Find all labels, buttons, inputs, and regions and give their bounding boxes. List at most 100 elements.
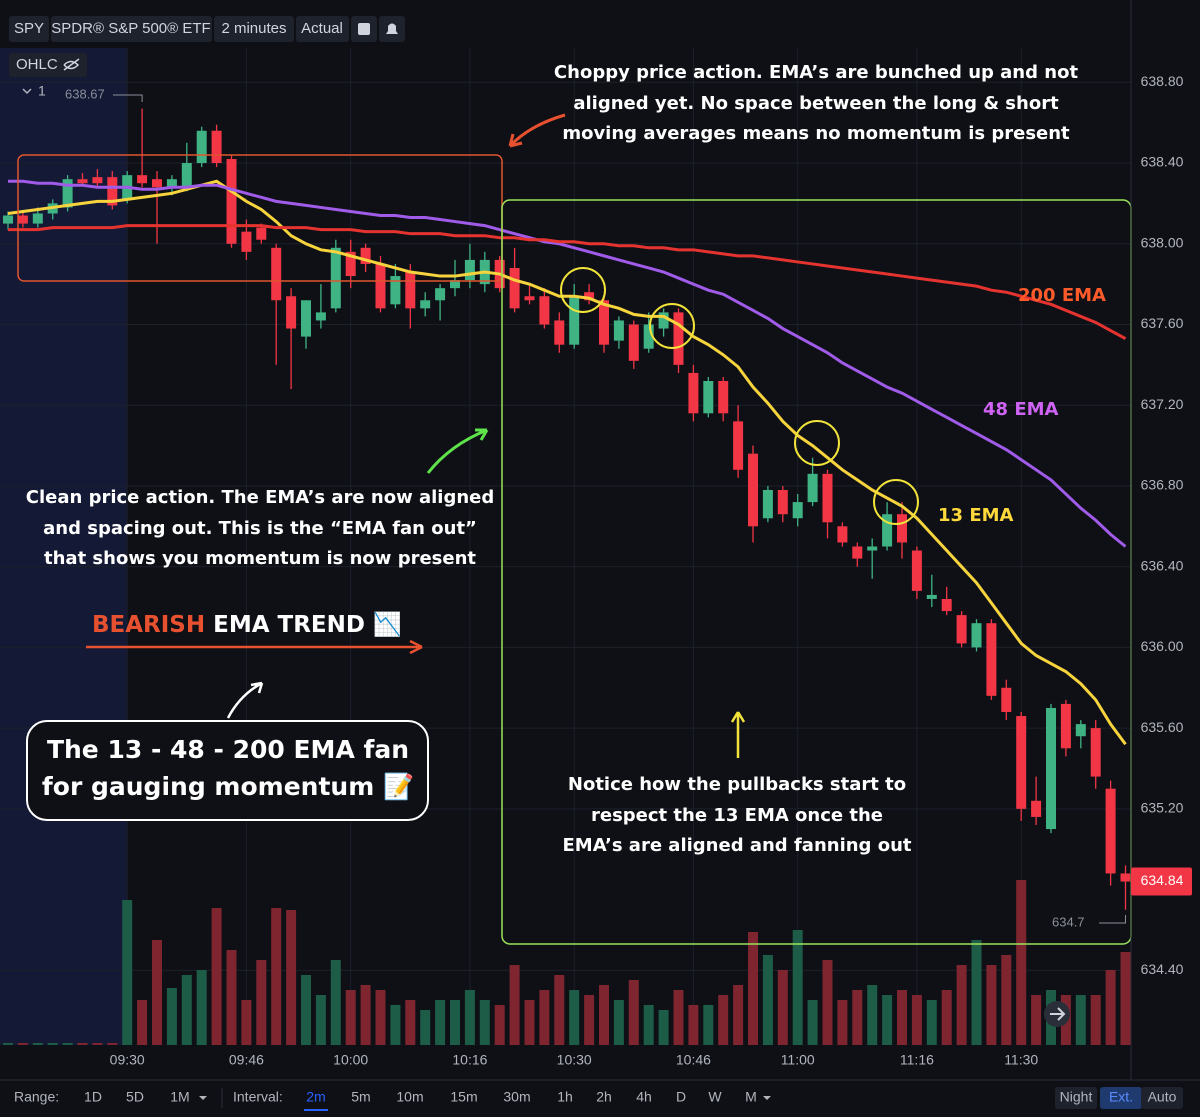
volume-bar <box>390 1005 401 1045</box>
volume-bar <box>494 1005 505 1045</box>
interval-button[interactable]: 4h <box>636 1089 652 1105</box>
candle-body <box>703 381 714 414</box>
volume-bar <box>345 990 356 1045</box>
volume-bar <box>926 1000 937 1045</box>
y-tick-label: 638.40 <box>1141 154 1184 170</box>
x-tick-label: 09:30 <box>110 1052 145 1068</box>
candle-body <box>315 312 326 321</box>
study-count: 1 <box>38 83 46 99</box>
mode[interactable]: Actual <box>301 20 343 37</box>
candle-body <box>1046 707 1056 830</box>
range-button[interactable]: 5D <box>126 1089 144 1105</box>
volume-bar <box>122 900 133 1045</box>
volume-bar <box>47 1043 58 1045</box>
y-tick-label: 638.00 <box>1141 234 1184 250</box>
volume-bar <box>420 1010 431 1045</box>
candle-body <box>643 324 654 349</box>
ema-line <box>8 179 1127 548</box>
volume-bar <box>1090 995 1101 1045</box>
volume-bar <box>152 940 162 1045</box>
candle-body <box>718 381 729 414</box>
y-tick-label: 637.60 <box>1141 315 1184 331</box>
symbol-button[interactable] <box>9 16 49 42</box>
choppy-arrow <box>508 113 566 148</box>
volume-bar <box>941 990 952 1045</box>
annotation-clean: that shows you momentum is now present <box>44 548 476 569</box>
trend-trend_icon: 📉 <box>373 611 402 638</box>
interval-button[interactable]: 5m <box>351 1089 370 1105</box>
volume-bar <box>286 910 297 1045</box>
legend-label[interactable]: OHLC <box>16 56 58 73</box>
toggle-bg[interactable] <box>1100 1087 1142 1109</box>
range-button[interactable]: 1M <box>170 1089 189 1105</box>
candle-body <box>688 372 699 414</box>
toggle-button[interactable]: Ext. <box>1109 1089 1133 1105</box>
volume-bar <box>643 1005 654 1045</box>
annotation-choppy: moving averages means no momentum is pre… <box>562 123 1070 144</box>
toggle-button[interactable]: Night <box>1060 1089 1093 1105</box>
candle-body <box>539 296 550 325</box>
mode-button[interactable] <box>296 16 349 42</box>
volume-bar <box>241 1000 252 1045</box>
interval-button[interactable] <box>214 16 294 42</box>
symbol-name[interactable]: SPDR® S&P 500® ETF <box>51 20 210 37</box>
interval-button[interactable]: 2h <box>596 1089 612 1105</box>
volume-bar <box>92 1043 103 1045</box>
volume-bar <box>1016 880 1027 1045</box>
candle-body <box>897 514 907 543</box>
ema-lines <box>7 179 1127 746</box>
candle-body <box>166 179 177 188</box>
volume-bar <box>509 965 520 1045</box>
ema-line <box>8 224 1127 340</box>
candle-body <box>852 546 863 559</box>
fan-box <box>26 720 429 821</box>
annotation-notice: EMA’s are aligned and fanning out <box>563 835 912 856</box>
name-button[interactable] <box>51 16 212 42</box>
interval-button[interactable]: 2m <box>306 1089 325 1105</box>
interval-button[interactable]: W <box>708 1089 722 1105</box>
toggle-button[interactable]: Auto <box>1148 1089 1177 1105</box>
toggle-bg[interactable] <box>1141 1087 1183 1109</box>
symbol[interactable]: SPY <box>14 20 44 37</box>
candle-body <box>1075 724 1086 737</box>
candle-body <box>807 473 818 503</box>
toggle-bg[interactable] <box>1055 1087 1097 1109</box>
volume-bar <box>137 1000 148 1045</box>
candle-body <box>17 215 28 224</box>
candle-body <box>405 272 416 309</box>
volume-bar <box>911 995 922 1045</box>
volume-bar <box>807 1000 818 1045</box>
interval-button[interactable]: M <box>745 1089 757 1105</box>
candle-body <box>464 259 475 281</box>
annotation-notice: respect the 13 EMA once the <box>591 805 883 826</box>
chevron[interactable] <box>22 88 32 95</box>
volume-bar <box>777 970 788 1045</box>
annotation-clean: and spacing out. This is the “EMA fan ou… <box>43 518 477 539</box>
interval-button[interactable]: 30m <box>503 1089 530 1105</box>
range-dropdown[interactable] <box>199 1096 207 1100</box>
volume-bar <box>32 1043 43 1045</box>
volume-bar <box>464 990 475 1045</box>
volume-bar <box>688 1005 699 1045</box>
candle-body <box>301 300 311 337</box>
interval-dropdown[interactable] <box>763 1096 771 1100</box>
legend-button[interactable] <box>9 53 87 77</box>
interval-button[interactable]: D <box>676 1089 686 1105</box>
annotation-fan_box: for gauging momentum 📝 <box>42 772 414 801</box>
volume-bar <box>1120 952 1131 1045</box>
annotation-choppy: Choppy price action. EMA’s are bunched u… <box>554 62 1079 83</box>
interval[interactable]: 2 minutes <box>221 20 286 37</box>
volume-bar <box>673 990 684 1045</box>
volume-bar <box>792 930 803 1045</box>
interval-button[interactable]: 1h <box>557 1089 573 1105</box>
low-marker-line <box>1099 915 1126 924</box>
candle-body <box>226 159 237 244</box>
last-price: 634.84 <box>1141 872 1184 888</box>
last-price-box <box>1131 867 1192 896</box>
volume-bar <box>956 965 967 1045</box>
candle-body <box>211 130 222 164</box>
range-button[interactable]: 1D <box>84 1089 102 1105</box>
interval-button[interactable]: 10m <box>396 1089 423 1105</box>
interval-button[interactable]: 15m <box>450 1089 477 1105</box>
volume-bar <box>897 990 907 1045</box>
